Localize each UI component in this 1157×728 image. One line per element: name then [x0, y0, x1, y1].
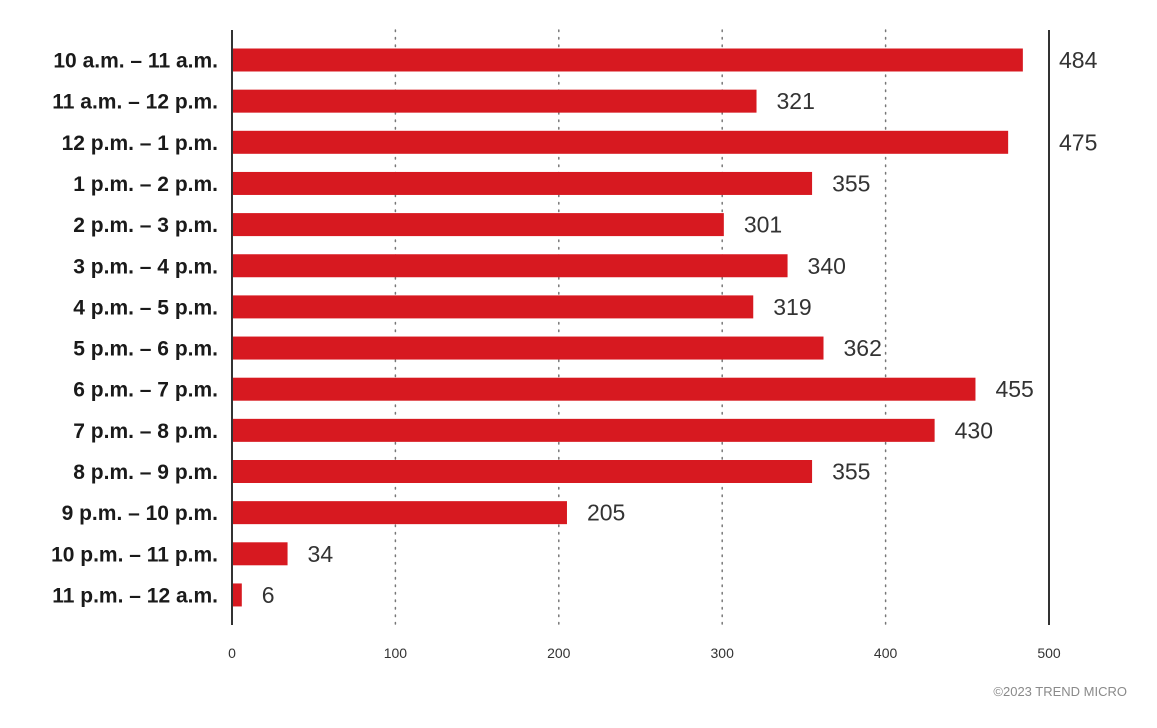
- category-label: 12 p.m. – 1 p.m.: [62, 132, 218, 155]
- bar: [232, 501, 567, 525]
- value-label: 355: [832, 170, 870, 196]
- category-label: 10 a.m. – 11 a.m.: [53, 50, 218, 73]
- labels: 10 a.m. – 11 a.m. 484 11 a.m. – 12 p.m. 321…: [51, 47, 1098, 661]
- bar: [232, 130, 1009, 154]
- category-label: 3 p.m. – 4 p.m.: [73, 255, 218, 278]
- value-label: 340: [808, 253, 846, 279]
- category-label: 4 p.m. – 5 p.m.: [73, 296, 218, 319]
- bar: [232, 213, 724, 237]
- x-tick-label: 400: [874, 645, 898, 661]
- category-label: 7 p.m. – 8 p.m.: [73, 420, 218, 443]
- x-tick-label: 300: [711, 645, 735, 661]
- value-label: 34: [308, 541, 334, 567]
- category-label: 8 p.m. – 9 p.m.: [73, 461, 218, 484]
- value-label: 355: [832, 459, 870, 485]
- category-label: 6 p.m. – 7 p.m.: [73, 379, 218, 402]
- category-label: 10 p.m. – 11 p.m.: [51, 543, 218, 566]
- category-label: 11 a.m. – 12 p.m.: [52, 91, 218, 114]
- bar: [232, 171, 813, 195]
- bar: [232, 89, 757, 113]
- copyright-text: ©2023 TREND MICRO: [993, 684, 1127, 699]
- category-label: 9 p.m. – 10 p.m.: [62, 502, 218, 525]
- bars: [232, 48, 1023, 607]
- value-label: 6: [262, 582, 275, 608]
- value-label: 301: [744, 212, 782, 238]
- bar: [232, 254, 788, 278]
- category-label: 11 p.m. – 12 a.m.: [52, 584, 218, 607]
- axes: [231, 30, 1050, 625]
- value-label: 484: [1059, 47, 1098, 73]
- value-label: 475: [1059, 129, 1097, 155]
- value-label: 319: [773, 294, 811, 320]
- x-tick-label: 100: [384, 645, 408, 661]
- x-tick-label: 500: [1037, 645, 1061, 661]
- value-label: 205: [587, 500, 625, 526]
- bar: [232, 48, 1023, 72]
- value-label: 430: [955, 417, 993, 443]
- bar: [232, 336, 824, 360]
- gridlines: [394, 29, 887, 626]
- x-tick-label: 200: [547, 645, 571, 661]
- category-label: 2 p.m. – 3 p.m.: [73, 214, 218, 237]
- category-label: 5 p.m. – 6 p.m.: [73, 338, 218, 361]
- bar: [232, 542, 288, 566]
- x-tick-label: 0: [228, 645, 236, 661]
- bar: [232, 460, 813, 483]
- category-label: 1 p.m. – 2 p.m.: [73, 173, 218, 196]
- bar: [232, 377, 976, 401]
- bar: [232, 583, 242, 607]
- bar: [232, 418, 935, 442]
- value-label: 362: [844, 335, 882, 361]
- value-label: 455: [995, 376, 1033, 402]
- value-label: 321: [777, 88, 815, 114]
- bar: [232, 295, 754, 319]
